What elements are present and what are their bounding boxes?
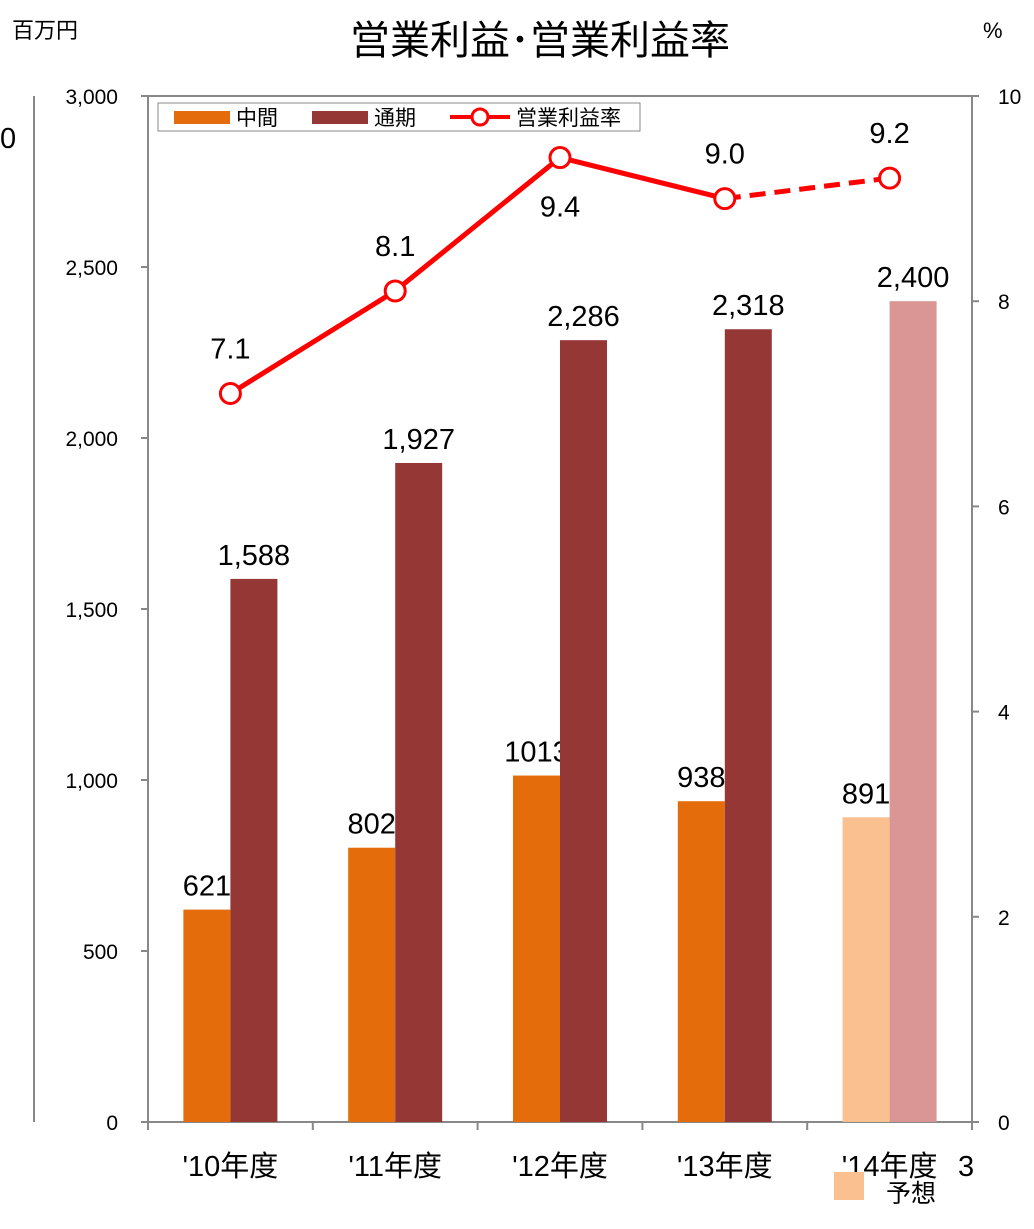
margin-point [878, 166, 902, 190]
bar-interim [513, 775, 560, 1122]
x-axis-category-label: '11年度 [348, 1150, 442, 1183]
left-axis-tick-label: 0 [106, 1112, 118, 1135]
margin-data-label: 9.4 [540, 192, 580, 224]
margin-line-segment [393, 155, 562, 293]
bar-full-year [395, 462, 443, 1122]
bar-data-label: 2,318 [712, 290, 785, 322]
right-axis-unit: % [983, 18, 1003, 43]
margin-data-label: 9.2 [869, 118, 909, 150]
bar-data-label: 802 [348, 809, 396, 841]
bar-interim [183, 909, 231, 1122]
legend-label: 中間 [236, 107, 278, 130]
bar-full-year [724, 329, 772, 1122]
legend-swatch [174, 111, 230, 124]
bar-data-label: 891 [842, 778, 890, 810]
forecast-swatch [834, 1172, 864, 1200]
bar-interim [348, 847, 396, 1122]
right-axis-tick-label: 6 [998, 496, 1010, 519]
left-axis-tick-label: 500 [83, 941, 118, 964]
legend: 中間 通期 営業利益率 [157, 102, 641, 132]
right-axis-tick-label: 4 [998, 702, 1010, 725]
right-axis-tick-label: 0 [998, 1112, 1010, 1135]
bar-data-label: 1013 [504, 737, 569, 769]
bar-data-label: 621 [183, 871, 231, 903]
x-axis-category-label: '10年度 [183, 1150, 279, 1183]
right-axis-tick-label: 8 [998, 291, 1010, 314]
right-axis-tick-label: 10 [998, 86, 1021, 109]
margin-data-label: 8.1 [375, 231, 415, 263]
x-axis-category-label: '13年度 [677, 1150, 773, 1183]
clipped-left-label: 0 [0, 123, 16, 155]
bar-data-label: 2,286 [547, 301, 620, 333]
forecast-label: 予想 [886, 1180, 936, 1208]
left-axis-tick-label: 3,000 [65, 86, 118, 109]
left-axis-tick-label: 2,500 [65, 257, 118, 280]
forecast-legend: 予想 [834, 1172, 936, 1208]
bar-full-year [560, 340, 607, 1122]
page-number: 3 [958, 1151, 974, 1183]
margin-data-label: 7.1 [210, 334, 250, 366]
bar-data-label: 1,927 [382, 424, 455, 456]
margin-data-label: 9.0 [705, 139, 745, 171]
margin-point [218, 382, 242, 406]
legend-marker [470, 107, 490, 127]
bar-full-year [889, 301, 937, 1122]
bar-data-label: 2,400 [877, 262, 950, 294]
bar-data-label: 938 [677, 762, 725, 794]
margin-point [548, 146, 572, 170]
margin-line-segment [559, 155, 726, 202]
right-axis-tick-label: 2 [998, 907, 1010, 930]
left-axis-tick-label: 2,000 [65, 428, 118, 451]
margin-point [713, 187, 737, 211]
legend-label: 通期 [374, 107, 416, 130]
bar-interim [842, 817, 890, 1122]
plot-area: 0 500 1,000 1,500 2,000 2,500 3,000 0 2 4 6 8 10 '10年… [65, 86, 1021, 1208]
bar-data-label: 1,588 [218, 540, 291, 572]
bar-full-year [230, 578, 278, 1122]
bar-interim [677, 801, 725, 1122]
margin-line-segment [229, 288, 397, 396]
margin-point [383, 279, 407, 303]
legend-swatch [312, 111, 368, 124]
left-axis-unit: 百万円 [12, 18, 78, 43]
margin-line-segment [724, 175, 890, 202]
left-axis-tick-label: 1,500 [65, 599, 118, 622]
x-axis-category-label: '12年度 [512, 1150, 608, 1183]
legend-label: 営業利益率 [516, 107, 621, 130]
legend-box [157, 102, 641, 132]
left-axis-tick-label: 1,000 [65, 770, 118, 793]
chart-title: 営業利益･営業利益率 [350, 19, 730, 63]
